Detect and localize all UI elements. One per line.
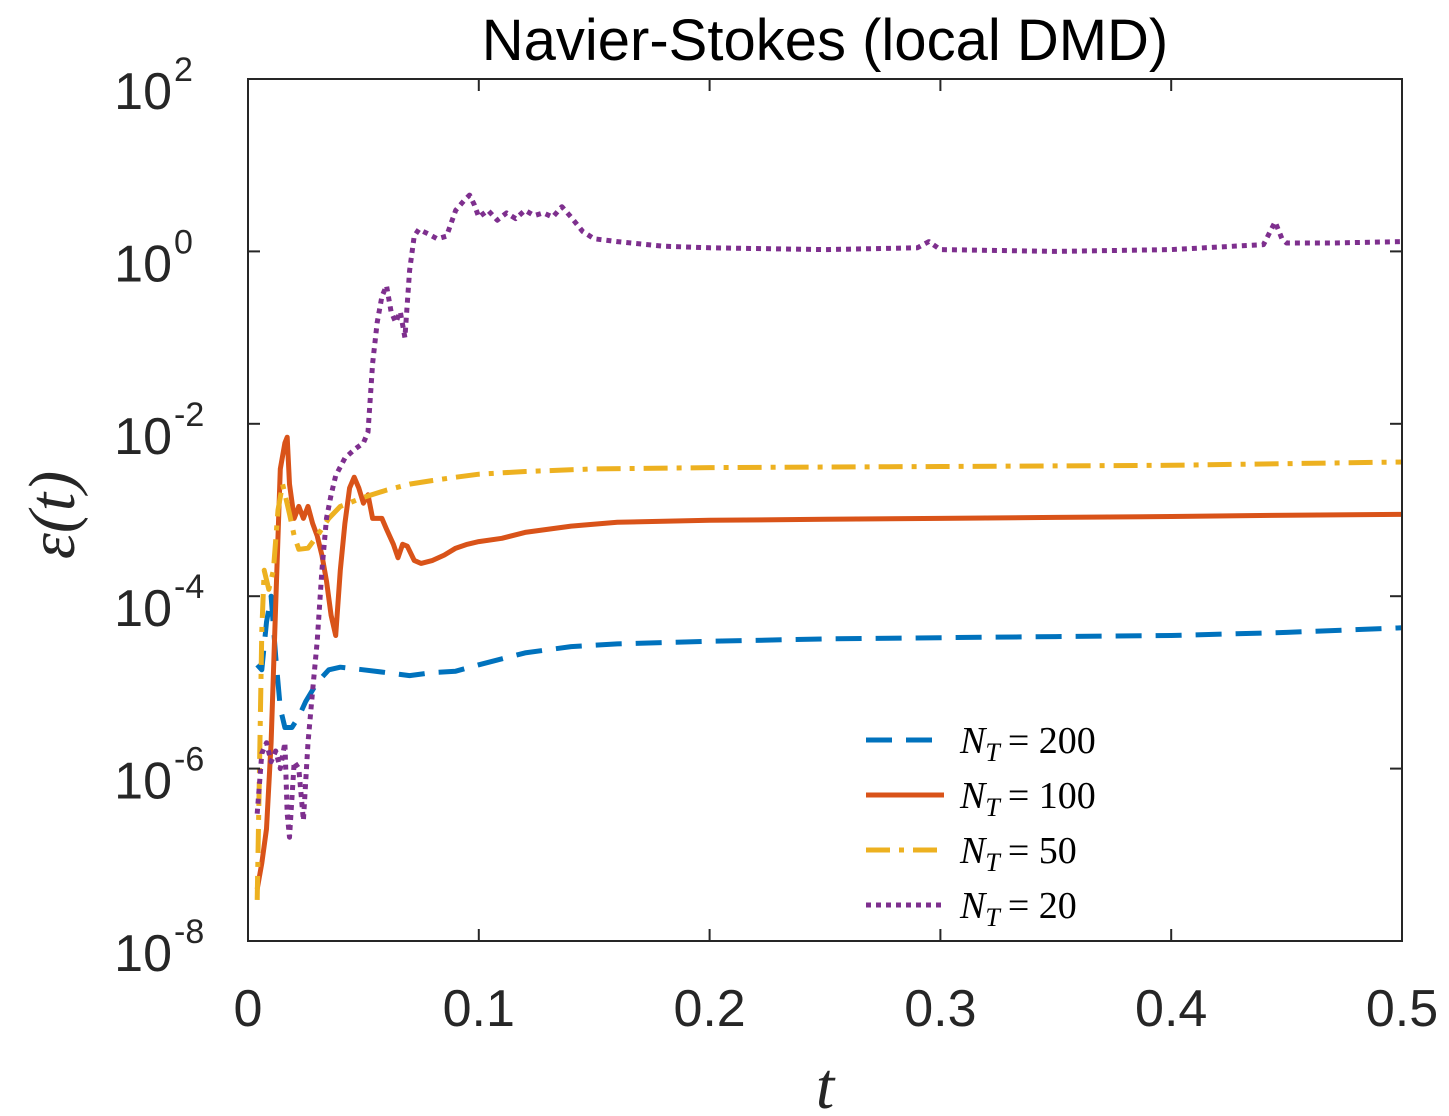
series-line-1	[255, 593, 1403, 730]
legend-label-1: NT = 200	[959, 720, 1096, 767]
y-tick-exponent: 2	[174, 51, 193, 89]
series-line-3	[254, 459, 1403, 900]
legend-label-3: NT = 50	[959, 830, 1077, 877]
y-tick-label: 10	[114, 753, 172, 811]
x-tick-label: 0	[234, 980, 263, 1038]
y-axis-label: ε(t)	[16, 471, 89, 559]
y-tick-exponent: 0	[174, 223, 193, 261]
plot-frame	[247, 78, 1403, 942]
x-tick-label: 0.4	[1135, 980, 1207, 1038]
x-tick-label: 0.5	[1366, 980, 1438, 1038]
x-tick-label: 0.3	[904, 980, 976, 1038]
y-tick-exponent: -8	[174, 913, 204, 951]
x-tick-label: 0.2	[673, 980, 745, 1038]
series-line-2	[254, 434, 1403, 890]
y-tick-label: 10	[114, 580, 172, 638]
legend-label-4: NT = 20	[959, 885, 1077, 932]
legend-label-2: NT = 100	[959, 775, 1096, 822]
series-layer	[254, 192, 1403, 900]
series-line-4	[254, 192, 1403, 840]
x-tick-label: 0.1	[443, 980, 515, 1038]
x-axis-label: t	[816, 1050, 836, 1116]
y-tick-label: 10	[114, 63, 172, 121]
y-tick-exponent: -6	[174, 741, 204, 779]
legend: NT = 200 NT = 100 NT = 50 NT = 20	[866, 720, 1096, 932]
y-tick-exponent: -4	[174, 568, 204, 606]
y-tick-label: 10	[114, 925, 172, 983]
chart-title: Navier-Stokes (local DMD)	[482, 8, 1168, 73]
y-tick-label: 10	[114, 408, 172, 466]
y-tick-label: 10	[114, 235, 172, 293]
y-tick-exponent: -2	[174, 396, 204, 434]
